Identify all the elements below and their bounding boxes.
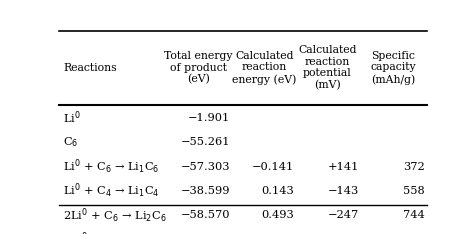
Text: 3Li$^0$ + C$_6$ → Li$_3$C$_6$: 3Li$^0$ + C$_6$ → Li$_3$C$_6$ xyxy=(63,230,166,234)
Text: 372: 372 xyxy=(403,162,425,172)
Text: Li$^0$ + C$_4$ → Li$_1$C$_4$: Li$^0$ + C$_4$ → Li$_1$C$_4$ xyxy=(63,182,159,200)
Text: C$_6$: C$_6$ xyxy=(63,135,78,149)
Text: Li$^0$ + C$_6$ → Li$_1$C$_6$: Li$^0$ + C$_6$ → Li$_1$C$_6$ xyxy=(63,158,159,176)
Text: Li$^0$: Li$^0$ xyxy=(63,110,81,126)
Text: −1.901: −1.901 xyxy=(188,113,230,123)
Text: 558: 558 xyxy=(403,186,425,196)
Text: −0.141: −0.141 xyxy=(252,162,294,172)
Text: 744: 744 xyxy=(403,210,425,220)
Text: Calculated
reaction
potential
(mV): Calculated reaction potential (mV) xyxy=(298,45,356,90)
Text: −57.303: −57.303 xyxy=(181,162,230,172)
Text: Specific
capacity
(mAh/g): Specific capacity (mAh/g) xyxy=(371,51,416,85)
Text: 2Li$^0$ + C$_6$ → Li$_2$C$_6$: 2Li$^0$ + C$_6$ → Li$_2$C$_6$ xyxy=(63,206,166,225)
Text: +141: +141 xyxy=(327,162,359,172)
Text: Calculated
reaction
energy (eV): Calculated reaction energy (eV) xyxy=(232,51,296,85)
Text: −247: −247 xyxy=(328,210,359,220)
Text: 0.143: 0.143 xyxy=(262,186,294,196)
Text: Reactions: Reactions xyxy=(63,63,117,73)
Text: −58.570: −58.570 xyxy=(181,210,230,220)
Text: −55.261: −55.261 xyxy=(181,138,230,147)
Text: 0.493: 0.493 xyxy=(262,210,294,220)
Text: −38.599: −38.599 xyxy=(181,186,230,196)
Text: Total energy
of product
(eV): Total energy of product (eV) xyxy=(164,51,232,84)
Text: −143: −143 xyxy=(328,186,359,196)
